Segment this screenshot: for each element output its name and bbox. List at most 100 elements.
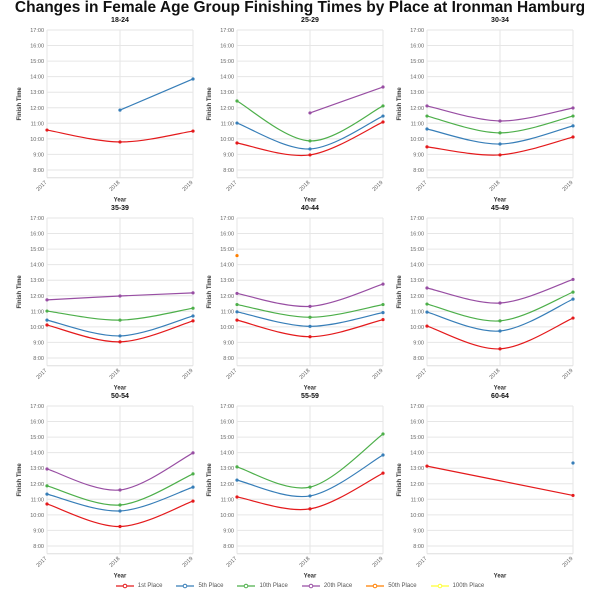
panel-18-24: 18-24 8:00 9:00 10:00 11:00 12:00 13:00 14:00 15…: [17, 17, 195, 204]
data-point: [118, 294, 122, 298]
x-axis-label: Year: [114, 574, 127, 580]
x-axis-label: Year: [494, 386, 507, 392]
x-tick-label: 2018: [109, 368, 122, 381]
y-tick-label: 13:00: [30, 466, 44, 472]
series-line-1st-place: [426, 465, 574, 497]
x-axis-label: Year: [304, 198, 317, 204]
data-point: [308, 335, 312, 339]
data-point: [191, 129, 195, 133]
legend-marker-icon: [430, 583, 449, 589]
y-tick-label: 10:00: [220, 137, 234, 143]
y-tick-label: 16:00: [410, 232, 424, 238]
y-tick-label: 11:00: [411, 309, 424, 315]
y-tick-label: 13:00: [30, 278, 44, 284]
y-tick-label: 14:00: [30, 75, 44, 81]
y-tick-label: 13:00: [220, 278, 234, 284]
x-axis-label: Year: [304, 386, 317, 392]
panel-25-29: 25-29 8:00 9:00 10:00 11:00 12:00 13:00 14:00 15…: [207, 17, 385, 204]
y-tick-label: 11:00: [411, 121, 424, 127]
y-tick-label: 9:00: [223, 152, 234, 158]
data-point: [118, 140, 122, 144]
data-point: [571, 106, 575, 110]
legend-item: 1st Place: [115, 583, 162, 589]
data-point: [498, 319, 502, 323]
data-point: [308, 507, 312, 511]
y-tick-label: 11:00: [221, 309, 234, 315]
data-point: [571, 135, 575, 139]
y-tick-label: 14:00: [30, 451, 44, 457]
x-tick-label: 2018: [299, 180, 312, 193]
x-tick-label: 2018: [299, 368, 312, 381]
data-point: [118, 108, 122, 112]
panel-35-39: 35-39 8:00 9:00 10:00 11:00 12:00 13:00 14:00 15…: [17, 205, 195, 392]
data-point: [45, 318, 49, 322]
y-tick-label: 14:00: [220, 263, 234, 269]
legend-label: 10th Place: [259, 583, 288, 589]
y-tick-label: 14:00: [30, 263, 44, 269]
data-point: [308, 494, 312, 498]
x-tick-label: 2018: [489, 368, 502, 381]
y-tick-label: 17:00: [410, 404, 424, 410]
data-point: [118, 509, 122, 513]
y-tick-label: 12:00: [410, 106, 424, 112]
y-tick-label: 12:00: [410, 294, 424, 300]
data-point: [498, 153, 502, 157]
y-tick-label: 16:00: [220, 420, 234, 426]
data-point: [118, 488, 122, 492]
data-point: [191, 314, 195, 318]
x-tick-label: 2017: [226, 368, 239, 381]
data-point: [45, 323, 49, 327]
data-point: [191, 319, 195, 323]
series-line-20th-place: [309, 86, 384, 114]
x-tick-label: 2019: [182, 556, 195, 569]
y-tick-label: 11:00: [31, 497, 44, 503]
y-tick-label: 12:00: [220, 106, 234, 112]
y-tick-label: 15:00: [410, 59, 424, 65]
y-tick-label: 14:00: [220, 75, 234, 81]
y-tick-label: 8:00: [413, 168, 424, 174]
x-tick-label: 2019: [562, 556, 575, 569]
x-axis-label: Year: [494, 198, 507, 204]
y-tick-label: 17:00: [220, 216, 234, 222]
data-point: [381, 104, 385, 108]
y-tick-label: 8:00: [33, 168, 44, 174]
y-tick-label: 13:00: [410, 466, 424, 472]
data-point: [308, 153, 312, 157]
data-point: [308, 147, 312, 151]
y-tick-label: 11:00: [221, 121, 234, 127]
data-point: [118, 503, 122, 507]
y-tick-label: 9:00: [223, 528, 234, 534]
legend-label: 100th Place: [452, 583, 485, 589]
y-tick-label: 15:00: [30, 59, 44, 65]
y-tick-label: 16:00: [220, 232, 234, 238]
data-point: [308, 324, 312, 328]
data-point: [571, 461, 575, 465]
data-point: [571, 290, 575, 294]
y-tick-label: 13:00: [220, 90, 234, 96]
x-axis-label: Year: [114, 386, 127, 392]
y-tick-label: 10:00: [220, 513, 234, 519]
data-point: [191, 77, 195, 81]
data-point: [235, 253, 239, 258]
data-point: [191, 485, 195, 489]
panel-title: 25-29: [301, 17, 319, 24]
y-tick-label: 8:00: [223, 544, 234, 550]
y-tick-label: 9:00: [413, 340, 424, 346]
data-point: [235, 141, 239, 145]
y-tick-label: 12:00: [30, 294, 44, 300]
data-point: [498, 142, 502, 146]
data-point: [381, 471, 385, 475]
y-tick-label: 9:00: [223, 340, 234, 346]
y-tick-label: 9:00: [33, 152, 44, 158]
legend-marker-icon: [237, 583, 256, 589]
data-point: [571, 124, 575, 128]
chart-title: Changes in Female Age Group Finishing Ti…: [14, 0, 586, 16]
panel-60-64: 60-64 8:00 9:00 10:00 11:00 12:00 13:00 14:00 15…: [397, 393, 575, 580]
y-axis-label: Finish Time: [17, 463, 23, 497]
y-tick-label: 12:00: [410, 482, 424, 488]
data-point: [45, 502, 49, 506]
y-axis-label: Finish Time: [207, 275, 213, 309]
x-tick-label: 2018: [109, 180, 122, 193]
y-tick-label: 11:00: [411, 497, 424, 503]
legend: 1st Place 5th Place 10th Place 20th Place 50…: [0, 583, 600, 589]
